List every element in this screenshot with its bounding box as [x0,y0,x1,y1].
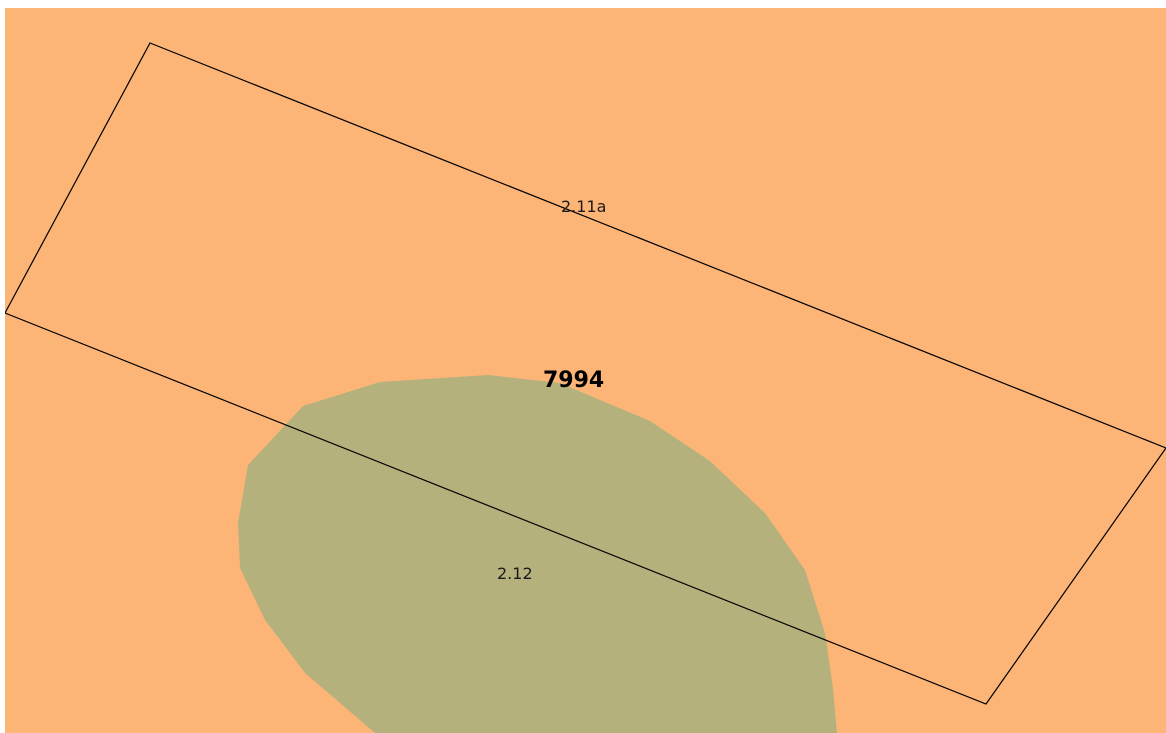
map-view[interactable]: 2.11a 7994 2.12 [5,8,1166,733]
parcel-number-label: 7994 [543,368,604,393]
parcel-boundary[interactable] [5,42,1166,705]
zone-label-upper: 2.11a [561,197,606,216]
map-canvas[interactable]: 2.11a 7994 2.12 [5,8,1166,733]
vegetation-zone-polygon[interactable] [238,375,837,733]
zone-label-lower: 2.12 [497,564,533,583]
